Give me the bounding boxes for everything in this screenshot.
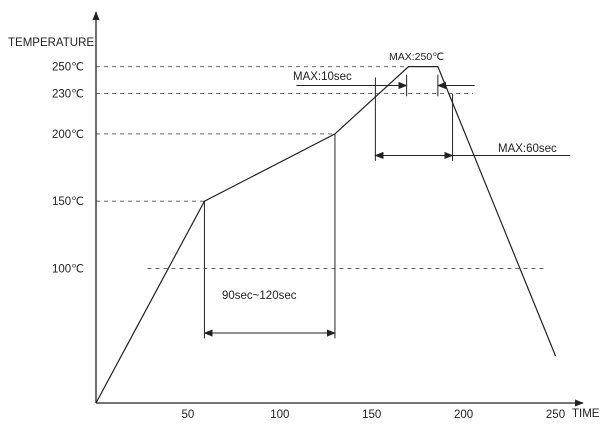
annotation-max-10sec: MAX:10sec — [293, 71, 352, 83]
x-tick-label-150: 150 — [362, 409, 381, 421]
y-axis-title: TEMPERATURE — [8, 37, 94, 49]
x-tick-label-250: 250 — [546, 409, 565, 421]
annotation-soak-time: 90sec~120sec — [222, 290, 297, 302]
annotation-max-60sec: MAX:60sec — [498, 143, 557, 155]
x-tick-label-50: 50 — [182, 409, 195, 421]
guide-lines — [96, 66, 545, 269]
y-tick-label-230: 230℃ — [52, 89, 84, 101]
y-tick-label-150: 150℃ — [52, 196, 84, 208]
annotation-max-peak: MAX:250℃ — [389, 51, 444, 63]
x-axis-title: TIME — [572, 408, 600, 420]
x-tick-label-100: 100 — [270, 409, 289, 421]
annotations — [203, 74, 571, 339]
x-tick-label-200: 200 — [454, 409, 473, 421]
y-tick-label-250: 250℃ — [52, 62, 84, 74]
y-tick-label-200: 200℃ — [52, 129, 84, 141]
profile-line — [95, 66, 557, 404]
y-tick-label-100: 100℃ — [52, 263, 84, 275]
axes: 100℃ 150℃ 200℃ 230℃ 250℃ 50 100 150 200 250 — [52, 11, 584, 421]
temperature-profile — [95, 66, 557, 404]
